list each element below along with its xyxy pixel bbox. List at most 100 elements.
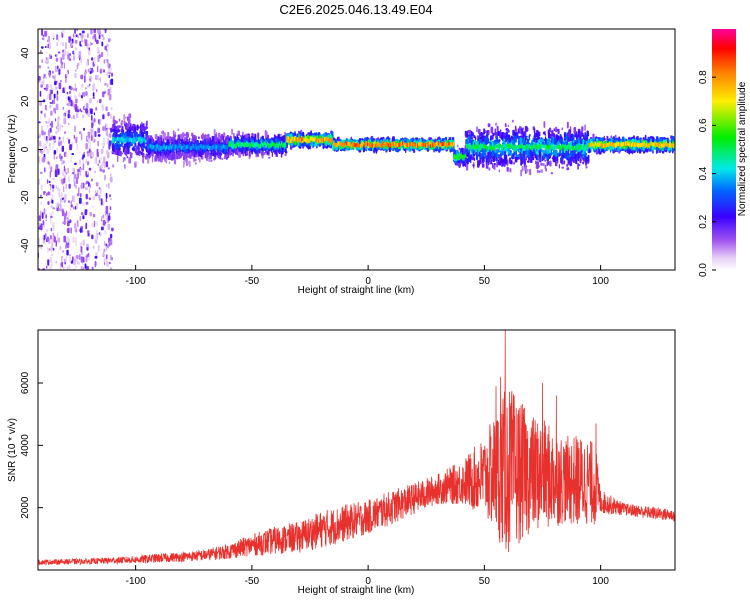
spectrogram-cell bbox=[78, 93, 81, 98]
spectrogram-cell bbox=[100, 118, 102, 121]
spectrogram-ridge-cell bbox=[118, 137, 120, 142]
spectrogram-cell bbox=[99, 98, 102, 104]
spectrogram-cell bbox=[80, 39, 84, 42]
spectrogram-cell bbox=[78, 55, 81, 59]
spectrogram-ridge-cell bbox=[440, 143, 442, 147]
spectrogram-cell bbox=[98, 29, 101, 34]
spectrogram-cell bbox=[96, 39, 99, 44]
spectrogram-ridge-cell bbox=[310, 136, 312, 141]
spectrogram-cell bbox=[106, 30, 108, 34]
spectrogram-cell bbox=[76, 143, 79, 150]
spectrogram-cell bbox=[67, 167, 69, 174]
spectrogram-cell bbox=[85, 87, 87, 90]
spectrogram-cell bbox=[74, 39, 78, 44]
spectrogram-cell bbox=[76, 255, 79, 259]
spectrogram-ridge-cell bbox=[265, 143, 268, 148]
spectrogram-ridge-cell bbox=[389, 142, 391, 147]
spectrogram-cell bbox=[52, 32, 55, 39]
spectrogram-ridge-cell bbox=[346, 141, 348, 146]
spectrogram-cell bbox=[76, 64, 79, 70]
spectrogram-cell bbox=[70, 40, 73, 47]
spectrogram-ridge-cell bbox=[179, 145, 182, 150]
spectrogram-cell bbox=[44, 104, 47, 110]
spectrogram-cell bbox=[51, 87, 54, 91]
spectrogram-cell bbox=[178, 148, 181, 154]
spectrogram-cell bbox=[59, 80, 62, 83]
spectrogram-ridge-cell bbox=[300, 137, 303, 142]
spectrogram-cell bbox=[179, 152, 182, 159]
spectrogram-cell bbox=[66, 71, 68, 77]
spectrogram-ridge-cell bbox=[144, 139, 147, 144]
spectrogram-ridge-cell bbox=[222, 144, 225, 149]
spectrogram-cell bbox=[49, 145, 51, 152]
spectrogram-cell bbox=[49, 53, 51, 60]
spectrogram-cell bbox=[112, 134, 114, 138]
spectrogram-cell bbox=[47, 201, 50, 205]
spectrogram-cell bbox=[245, 133, 248, 138]
spectrogram-ridge-cell bbox=[120, 136, 122, 141]
spectrogram-ridge-cell bbox=[248, 142, 250, 147]
spectrogram-cell bbox=[56, 168, 59, 174]
spectrogram-cell bbox=[78, 159, 81, 165]
spectrogram-cell bbox=[118, 118, 121, 122]
spectrogram-cell bbox=[68, 183, 71, 189]
spectrogram-cell bbox=[184, 133, 186, 136]
spectrogram-cell bbox=[466, 131, 468, 138]
spectrogram-cell bbox=[294, 133, 297, 136]
spectrogram-ridge-cell bbox=[407, 142, 409, 147]
spectrogram-ridge-cell bbox=[276, 142, 278, 147]
spectrogram-cell bbox=[587, 133, 590, 136]
spectrogram-cell bbox=[50, 213, 53, 216]
spectrogram-cell bbox=[66, 137, 70, 140]
spectrogram-ridge-cell bbox=[160, 146, 162, 151]
spectrogram-cell bbox=[233, 138, 236, 145]
spectrogram-cell bbox=[281, 147, 284, 151]
spectrogram-cell bbox=[49, 170, 52, 178]
spectrogram-cell bbox=[95, 182, 99, 187]
spectrogram-cell bbox=[75, 265, 77, 269]
spectrogram-ridge-cell bbox=[287, 139, 290, 144]
spectrogram-cell bbox=[266, 151, 270, 155]
spectrogram-cell bbox=[90, 135, 93, 141]
spectrogram-ridge-cell bbox=[396, 142, 398, 147]
spectrogram-cell bbox=[214, 154, 217, 158]
spectrogram-ridge-cell bbox=[257, 143, 260, 148]
spectrogram-cell bbox=[102, 169, 105, 173]
spectrogram-cell bbox=[172, 152, 176, 160]
spectrogram-ridge-cell bbox=[455, 155, 457, 160]
spectrogram-ridge-cell bbox=[244, 142, 247, 147]
spectrogram-ridge-cell bbox=[232, 142, 234, 147]
spectrogram-cell bbox=[217, 132, 221, 140]
spectrogram-cell bbox=[46, 83, 49, 89]
spectrogram-ridge-cell bbox=[263, 141, 265, 146]
spectrogram-cell bbox=[267, 138, 270, 142]
spectrogram-ridge-cell bbox=[370, 143, 372, 148]
spectrogram-cell bbox=[49, 212, 51, 216]
spectrogram-cell bbox=[62, 87, 65, 94]
spectrogram-cell bbox=[51, 199, 54, 204]
spectrogram-cell bbox=[50, 227, 52, 232]
spectrogram-cell bbox=[63, 131, 67, 135]
spectrogram-cell bbox=[92, 213, 96, 218]
spectrogram-cell bbox=[173, 138, 175, 145]
spectrogram-cell bbox=[58, 68, 61, 75]
spectrogram-cell bbox=[177, 151, 179, 157]
spectrogram-cell bbox=[101, 148, 104, 154]
spectrogram-cell bbox=[40, 110, 43, 114]
spectrogram-cell bbox=[144, 155, 147, 160]
spectrogram-ridge-cell bbox=[349, 142, 351, 146]
spectrogram-cell bbox=[46, 265, 48, 269]
spectrogram-cell bbox=[113, 131, 116, 135]
spectrogram-cell bbox=[68, 200, 70, 203]
spectrogram-cell bbox=[97, 119, 100, 124]
spectrogram-cell bbox=[137, 146, 140, 154]
spectrogram-cell bbox=[202, 150, 206, 153]
spectrogram-cell bbox=[69, 144, 72, 151]
spectrogram-cell bbox=[52, 184, 55, 189]
spectrogram-cell bbox=[85, 61, 88, 67]
spectrogram-cell bbox=[55, 185, 57, 189]
spectrogram-cell bbox=[284, 148, 287, 154]
spectrogram-ridge-cell bbox=[208, 146, 211, 151]
spectrogram-cell bbox=[70, 227, 72, 234]
spectrogram-cell bbox=[248, 136, 251, 143]
